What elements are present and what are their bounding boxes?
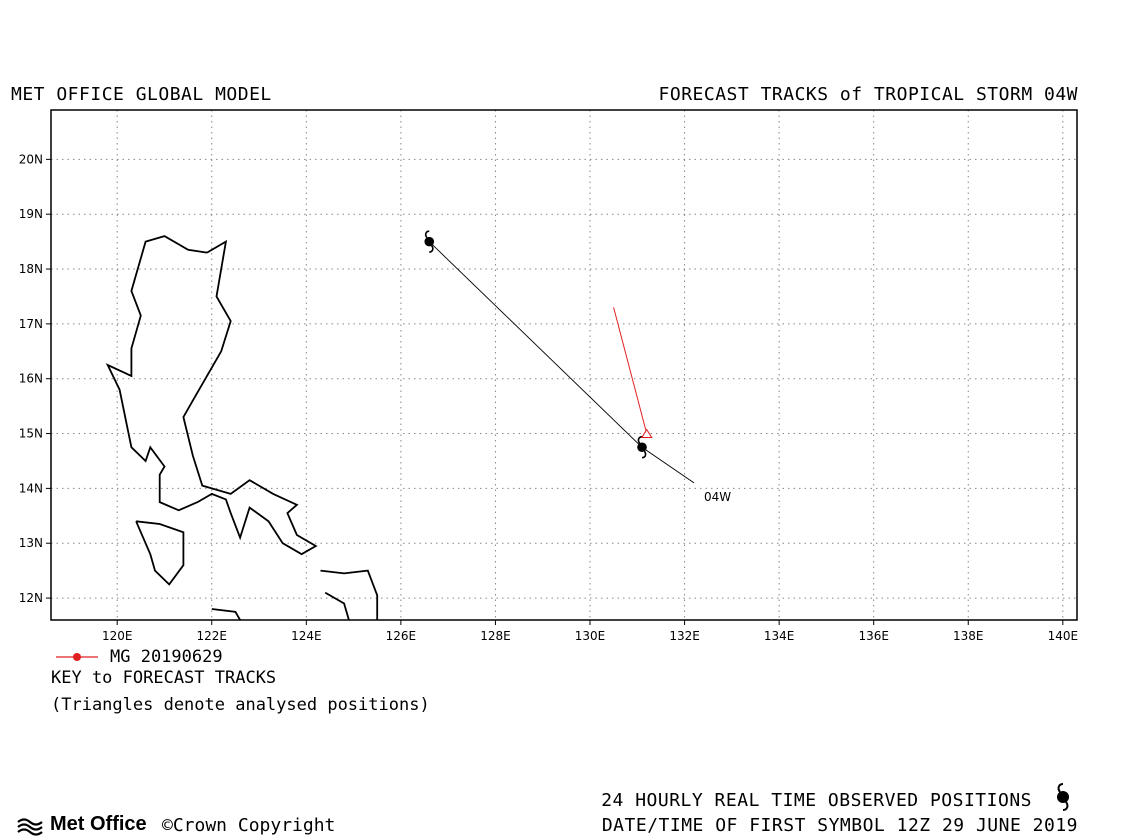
cyclone-symbol-icon [636, 435, 648, 459]
logo-text: Met Office [50, 813, 147, 835]
coastline [105, 235, 379, 621]
legend-mg-label: MG 20190629 [110, 647, 223, 667]
first-symbol-datetime: DATE/TIME OF FIRST SYMBOL 12Z 29 JUNE 20… [601, 815, 1078, 836]
lat-tick-label: 20N [19, 152, 43, 166]
observed-positions-label: 24 HOURLY REAL TIME OBSERVED POSITIONS [601, 790, 1032, 811]
coastline-segment [324, 591, 350, 621]
coastline-segment [135, 520, 185, 586]
lon-tick-label: 134E [764, 629, 795, 643]
lon-tick-label: 140E [1048, 629, 1079, 643]
coastline-segment [211, 608, 241, 621]
key-title: KEY to FORECAST TRACKS [51, 668, 277, 688]
storm-id-label: 04W [704, 490, 731, 504]
lon-tick-label: 122E [197, 629, 228, 643]
lon-tick-label: 126E [386, 629, 417, 643]
observed-symbol-icon [1055, 782, 1071, 812]
lat-tick-label: 18N [19, 262, 43, 276]
lon-tick-label: 136E [858, 629, 889, 643]
lon-tick-label: 138E [953, 629, 984, 643]
lat-lon-grid [51, 110, 1077, 620]
analysed-position-triangle [640, 428, 653, 439]
lat-tick-label: 15N [19, 427, 43, 441]
lon-tick-label: 130E [575, 629, 606, 643]
lon-tick-label: 120E [102, 629, 133, 643]
met-office-logo-icon [17, 818, 43, 836]
model-title: MET OFFICE GLOBAL MODEL [11, 84, 272, 105]
lat-tick-label: 13N [19, 536, 43, 550]
lon-tick-label: 128E [480, 629, 511, 643]
met-office-logo: Met Office [18, 813, 147, 836]
lat-tick-label: 16N [19, 372, 43, 386]
lat-tick-label: 14N [19, 481, 43, 495]
lat-tick-label: 12N [19, 591, 43, 605]
axis-ticks: 120E 122E 124E 126E 128E 130E 132E 134E 136E 138E… [19, 152, 1078, 643]
lat-tick-label: 17N [19, 317, 43, 331]
coastline-segment [320, 569, 379, 620]
map-frame [50, 109, 1078, 621]
lat-tick-label: 19N [19, 207, 43, 221]
key-note: (Triangles denote analysed positions) [51, 695, 430, 715]
storm-tracks: 04W [423, 230, 731, 504]
cyclone-symbol-icon [423, 230, 436, 254]
forecast-track-line [613, 307, 648, 434]
copyright-notice: ©Crown Copyright [162, 815, 336, 836]
lon-tick-label: 124E [291, 629, 322, 643]
observed-track-line [428, 241, 695, 484]
legend-mg-track-sample [56, 653, 98, 661]
lon-tick-label: 132E [669, 629, 700, 643]
coastline-segment [105, 235, 318, 556]
chart-title: FORECAST TRACKS of TROPICAL STORM 04W [658, 84, 1078, 105]
